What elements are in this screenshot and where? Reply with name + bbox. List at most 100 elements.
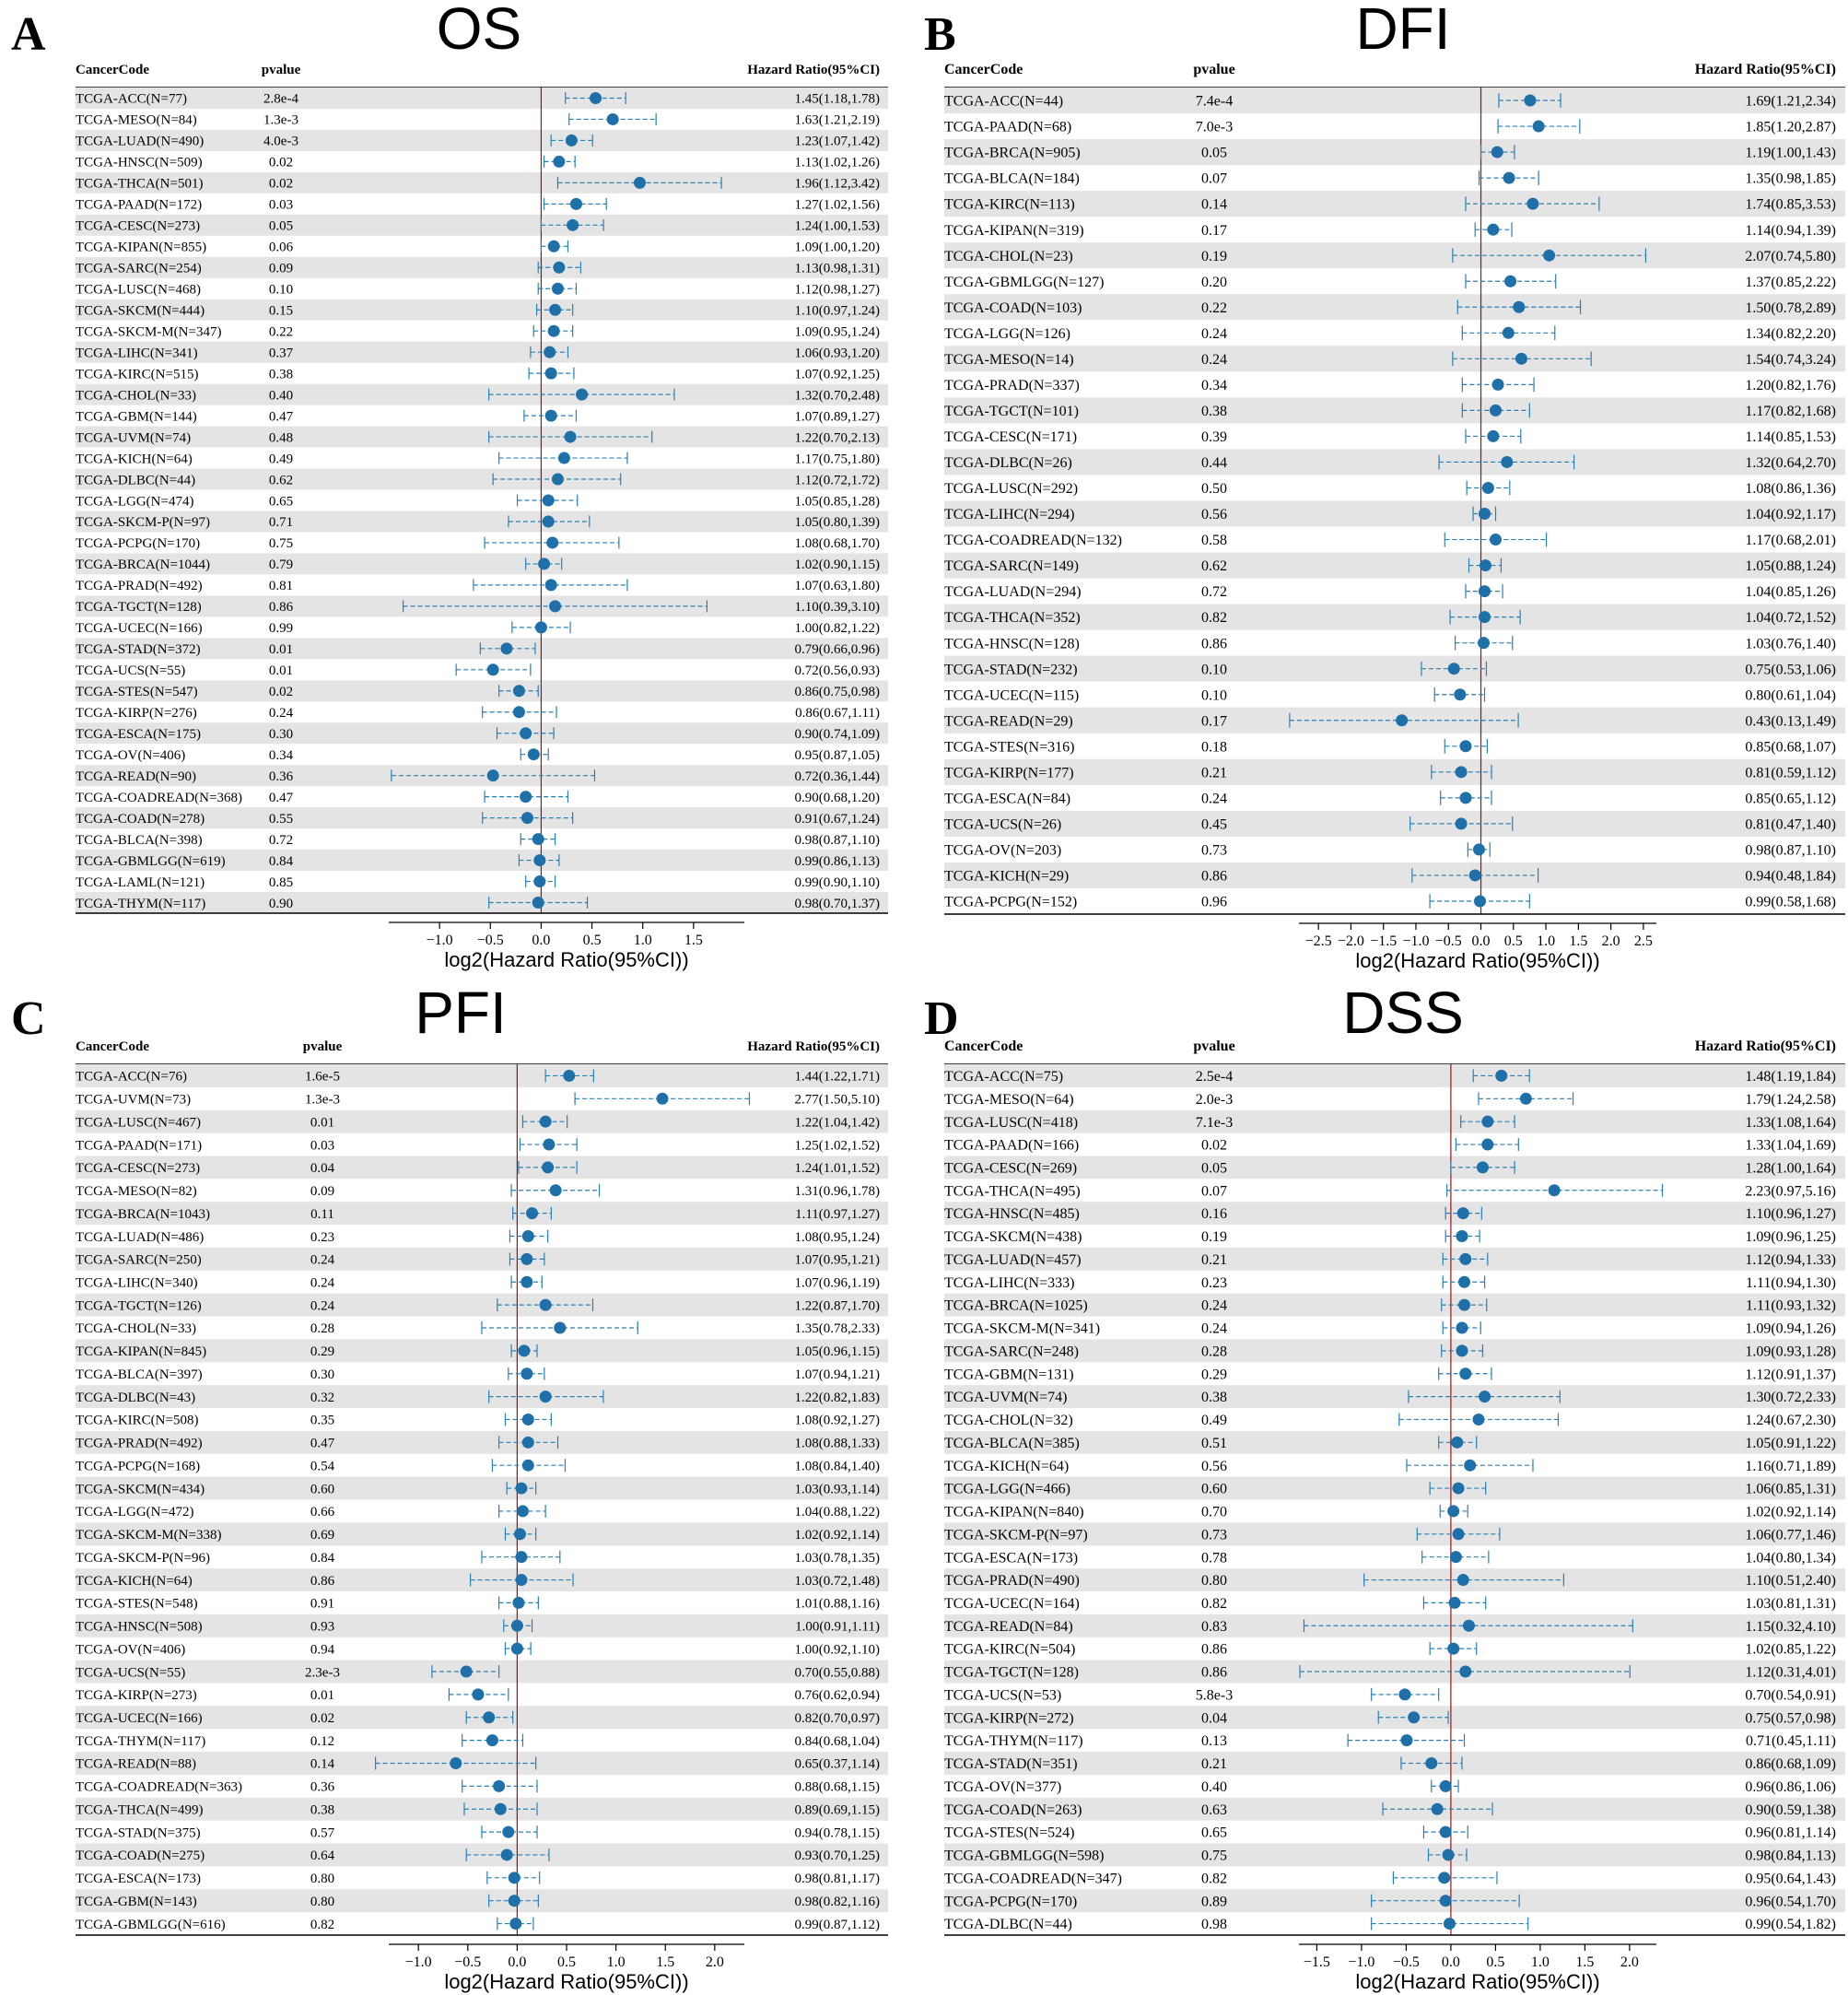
- table-row: TCGA-ESCA(N=84) 0.24 0.85(0.65,1.12): [944, 791, 1836, 806]
- table-row: TCGA-ESCA(N=173) 0.78 1.04(0.80,1.34): [944, 1550, 1836, 1566]
- hr-point: [553, 155, 566, 168]
- table-row: TCGA-SKCM-P(N=97) 0.73 1.06(0.77,1.46): [944, 1522, 1845, 1546]
- pvalue: 0.82: [310, 1918, 334, 1932]
- pvalue: 1.6e-5: [305, 1070, 340, 1085]
- x-tick-label: 0.5: [557, 1954, 576, 1970]
- pvalue: 0.89: [1201, 1894, 1227, 1909]
- cancer-code: TCGA-SKCM-M(N=347): [76, 324, 221, 339]
- pvalue: 0.82: [1201, 1596, 1227, 1612]
- table-row: TCGA-PRAD(N=492) 0.47 1.08(0.88,1.33): [76, 1430, 888, 1454]
- table-row: TCGA-HNSC(N=485) 0.16 1.10(0.96,1.27): [944, 1202, 1845, 1226]
- cancer-code: TCGA-PAAD(N=166): [944, 1138, 1079, 1154]
- hr-point: [543, 1138, 556, 1151]
- hr-point: [576, 388, 589, 401]
- table-row: TCGA-KICH(N=64) 0.49 1.17(0.75,1.80): [76, 452, 880, 466]
- hr-point: [1451, 1436, 1464, 1449]
- hr-point: [1476, 1161, 1489, 1174]
- hazard-ratio: 1.12(0.94,1.33): [1745, 1252, 1836, 1268]
- row-stripe: [944, 449, 1845, 475]
- hr-point: [1455, 766, 1468, 779]
- table-row: TCGA-READ(N=29) 0.17 0.43(0.13,1.49): [944, 707, 1845, 733]
- hazard-ratio: 1.07(0.96,1.19): [795, 1276, 881, 1291]
- hazard-ratio: 0.65(0.37,1.14): [795, 1757, 881, 1772]
- table-row: TCGA-CHOL(N=32) 0.49 1.24(0.67,2.30): [944, 1413, 1836, 1428]
- row-stripe: [76, 1247, 888, 1271]
- hr-point: [1481, 1115, 1494, 1128]
- panel-title: PFI: [415, 980, 507, 1046]
- cancer-code: TCGA-BLCA(N=398): [76, 833, 203, 848]
- cancer-code: TCGA-SKCM-M(N=341): [944, 1321, 1100, 1337]
- cancer-code: TCGA-LIHC(N=294): [944, 507, 1074, 522]
- cancer-code: TCGA-BLCA(N=397): [76, 1367, 203, 1382]
- hr-point: [1442, 1848, 1455, 1861]
- hazard-ratio: 1.45(1.18,1.78): [795, 92, 881, 107]
- hazard-ratio: 0.72(0.56,0.93): [795, 663, 881, 678]
- hr-point: [521, 1436, 534, 1449]
- cancer-code: TCGA-SKCM-P(N=97): [76, 515, 210, 530]
- hazard-ratio: 1.44(1.22,1.71): [795, 1070, 881, 1085]
- hr-point: [549, 1184, 562, 1197]
- row-stripe: [944, 1202, 1845, 1226]
- cancer-code: TCGA-GBMLGG(N=619): [76, 854, 226, 869]
- pvalue: 0.39: [1201, 429, 1227, 445]
- table-row: TCGA-MESO(N=84) 1.3e-3 1.63(1.21,2.19): [76, 113, 880, 128]
- hazard-ratio: 1.04(0.72,1.52): [1745, 610, 1836, 626]
- hazard-ratio: 1.96(1.12,3.42): [795, 177, 881, 192]
- pvalue: 0.84: [269, 854, 294, 869]
- hazard-ratio: 1.09(1.00,1.20): [795, 241, 881, 255]
- hazard-ratio: 1.16(0.71,1.89): [1745, 1459, 1836, 1474]
- hazard-ratio: 0.84(0.68,1.04): [795, 1734, 881, 1749]
- table-row: TCGA-TGCT(N=128) 0.86 1.10(0.39,3.10): [76, 595, 888, 617]
- row-stripe: [76, 1614, 888, 1637]
- hazard-ratio: 1.05(0.88,1.24): [1745, 558, 1836, 574]
- hazard-ratio: 0.81(0.59,1.12): [1745, 765, 1836, 780]
- hazard-ratio: 1.22(0.87,1.70): [795, 1298, 881, 1313]
- hazard-ratio: 1.85(1.20,2.87): [1745, 120, 1836, 135]
- hr-point: [547, 240, 560, 252]
- cancer-code: TCGA-TGCT(N=126): [76, 1298, 202, 1313]
- x-tick-label: 2.5: [1634, 933, 1653, 949]
- hazard-ratio: 0.96(0.86,1.06): [1745, 1779, 1836, 1795]
- hr-point: [527, 748, 540, 761]
- hr-point: [1487, 429, 1500, 442]
- hazard-ratio: 1.12(0.91,1.37): [1745, 1367, 1836, 1382]
- pvalue: 0.29: [310, 1344, 334, 1359]
- row-stripe: [76, 510, 888, 533]
- pvalue: 0.86: [310, 1574, 335, 1589]
- pvalue: 0.30: [310, 1367, 334, 1382]
- row-stripe: [76, 468, 888, 490]
- cancer-code: TCGA-LGG(N=466): [944, 1482, 1070, 1497]
- table-row: TCGA-CESC(N=171) 0.39 1.14(0.85,1.53): [944, 429, 1836, 445]
- row-stripe: [76, 892, 888, 913]
- hr-point: [557, 452, 570, 464]
- x-tick-label: 0.0: [508, 1954, 526, 1970]
- hazard-ratio: 1.08(0.88,1.33): [795, 1437, 881, 1451]
- table-row: TCGA-LGG(N=466) 0.60 1.06(0.85,1.31): [944, 1476, 1845, 1500]
- x-tick-label: 0.0: [532, 933, 550, 948]
- hazard-ratio: 1.01(0.88,1.16): [795, 1597, 881, 1612]
- cancer-code: TCGA-PRAD(N=492): [76, 1437, 203, 1451]
- hr-point: [1515, 352, 1527, 365]
- cancer-code: TCGA-ACC(N=44): [944, 94, 1063, 110]
- pvalue: 0.71: [269, 515, 293, 530]
- x-tick-label: 1.5: [1575, 1954, 1594, 1970]
- hr-point: [1548, 1184, 1561, 1197]
- cancer-code: TCGA-ESCA(N=84): [944, 791, 1070, 806]
- pvalue: 0.50: [1201, 481, 1227, 497]
- panel-d: D DSS CancerCode pvalue Hazard Ratio(95%CI…: [924, 980, 1848, 1995]
- cancer-code: TCGA-SKCM(N=434): [76, 1482, 205, 1496]
- row-stripe: [76, 1522, 888, 1546]
- pvalue: 0.86: [1201, 1665, 1227, 1681]
- panel-title: OS: [436, 0, 522, 62]
- pvalue: 0.63: [1201, 1802, 1227, 1818]
- hazard-ratio: 0.75(0.57,0.98): [1745, 1710, 1836, 1726]
- pvalue: 0.51: [1201, 1436, 1227, 1451]
- hr-point: [549, 303, 562, 316]
- cancer-code: TCGA-LUAD(N=490): [76, 135, 204, 149]
- hazard-ratio: 1.00(0.92,1.10): [795, 1642, 881, 1657]
- hazard-ratio: 0.95(0.64,1.43): [1745, 1871, 1836, 1886]
- hr-point: [1504, 275, 1517, 288]
- hazard-ratio: 0.98(0.87,1.10): [1745, 843, 1836, 859]
- hr-point: [1462, 1619, 1475, 1632]
- row-stripe: [944, 1109, 1845, 1133]
